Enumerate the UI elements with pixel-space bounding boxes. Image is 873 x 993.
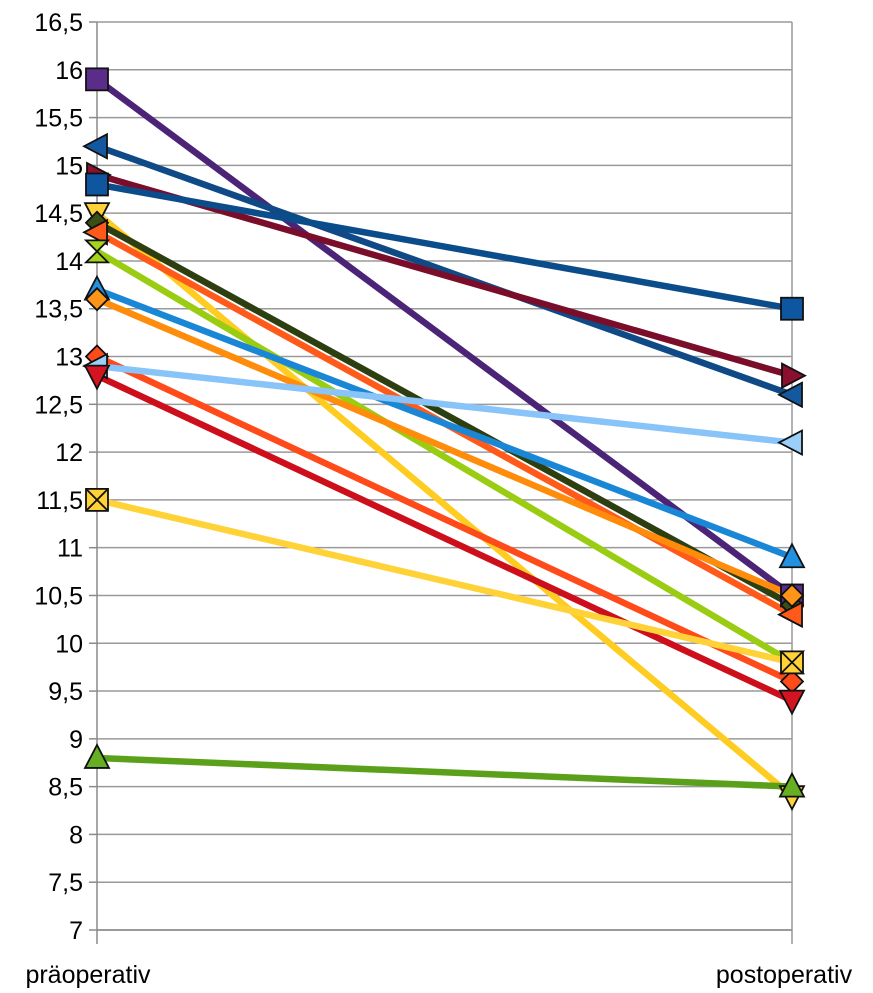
series-lines bbox=[94, 76, 795, 799]
data-point-marker bbox=[82, 132, 108, 160]
y-tick-label: 10,5 bbox=[34, 582, 83, 610]
y-tick-label: 14 bbox=[55, 248, 83, 276]
y-tick-label: 11 bbox=[57, 535, 83, 563]
y-tick-label: 11,5 bbox=[36, 487, 83, 515]
data-point-marker bbox=[777, 429, 803, 457]
y-tick-label: 8,5 bbox=[48, 774, 83, 802]
data-point-marker bbox=[781, 362, 807, 390]
data-point-marker bbox=[778, 689, 806, 716]
x-category-label: präoperativ bbox=[25, 961, 151, 989]
series-line bbox=[96, 496, 793, 666]
y-tick-label: 13 bbox=[55, 344, 83, 372]
y-tick-label: 7 bbox=[69, 917, 83, 945]
series-line bbox=[95, 219, 794, 608]
series-line bbox=[96, 181, 793, 312]
series-line bbox=[94, 210, 795, 799]
y-tick-label: 13,5 bbox=[34, 296, 83, 324]
data-point-marker bbox=[85, 67, 109, 92]
series-line bbox=[95, 353, 794, 685]
data-point-marker bbox=[777, 601, 803, 629]
series-line bbox=[95, 143, 794, 398]
y-tick-label: 12 bbox=[55, 439, 83, 467]
x-category-label: postoperativ bbox=[716, 961, 853, 989]
axes bbox=[89, 21, 793, 944]
data-point-marker bbox=[780, 296, 804, 321]
data-point-marker bbox=[778, 771, 806, 798]
y-tick-label: 14,5 bbox=[34, 200, 83, 228]
series-line bbox=[95, 372, 794, 704]
data-point-marker bbox=[83, 364, 111, 391]
data-point-marker bbox=[84, 286, 110, 312]
data-point-marker bbox=[85, 172, 109, 197]
series-markers bbox=[82, 67, 807, 812]
y-tick-label: 10 bbox=[55, 630, 83, 658]
y-tick-label: 12,5 bbox=[34, 391, 83, 419]
y-tick-label: 7,5 bbox=[48, 869, 83, 897]
axis-labels: 7 7,5 8 8,5 9 9,5 10 10,5 11 11,5 12 12,5 13 13,5 14 14… bbox=[25, 9, 852, 989]
y-tick-label: 15 bbox=[55, 152, 83, 180]
data-point-marker bbox=[778, 542, 806, 569]
marker-cross bbox=[85, 488, 109, 512]
series-line bbox=[95, 296, 794, 599]
y-tick-label: 9 bbox=[69, 726, 83, 754]
marker-cross bbox=[780, 650, 804, 675]
series-line bbox=[96, 362, 793, 446]
data-point-marker bbox=[779, 583, 805, 608]
data-point-marker bbox=[777, 381, 803, 409]
y-tick-label: 16,5 bbox=[34, 9, 83, 37]
series-line bbox=[96, 754, 793, 790]
series-line bbox=[95, 248, 794, 666]
data-point-marker bbox=[83, 239, 111, 264]
y-tick-label: 8 bbox=[69, 821, 83, 849]
series-line bbox=[95, 286, 794, 561]
y-tick-label: 16 bbox=[55, 57, 83, 85]
data-point-marker bbox=[82, 218, 108, 246]
y-tick-label: 15,5 bbox=[34, 105, 83, 133]
y-tick-label: 9,5 bbox=[48, 678, 83, 706]
data-point-marker bbox=[83, 743, 111, 769]
